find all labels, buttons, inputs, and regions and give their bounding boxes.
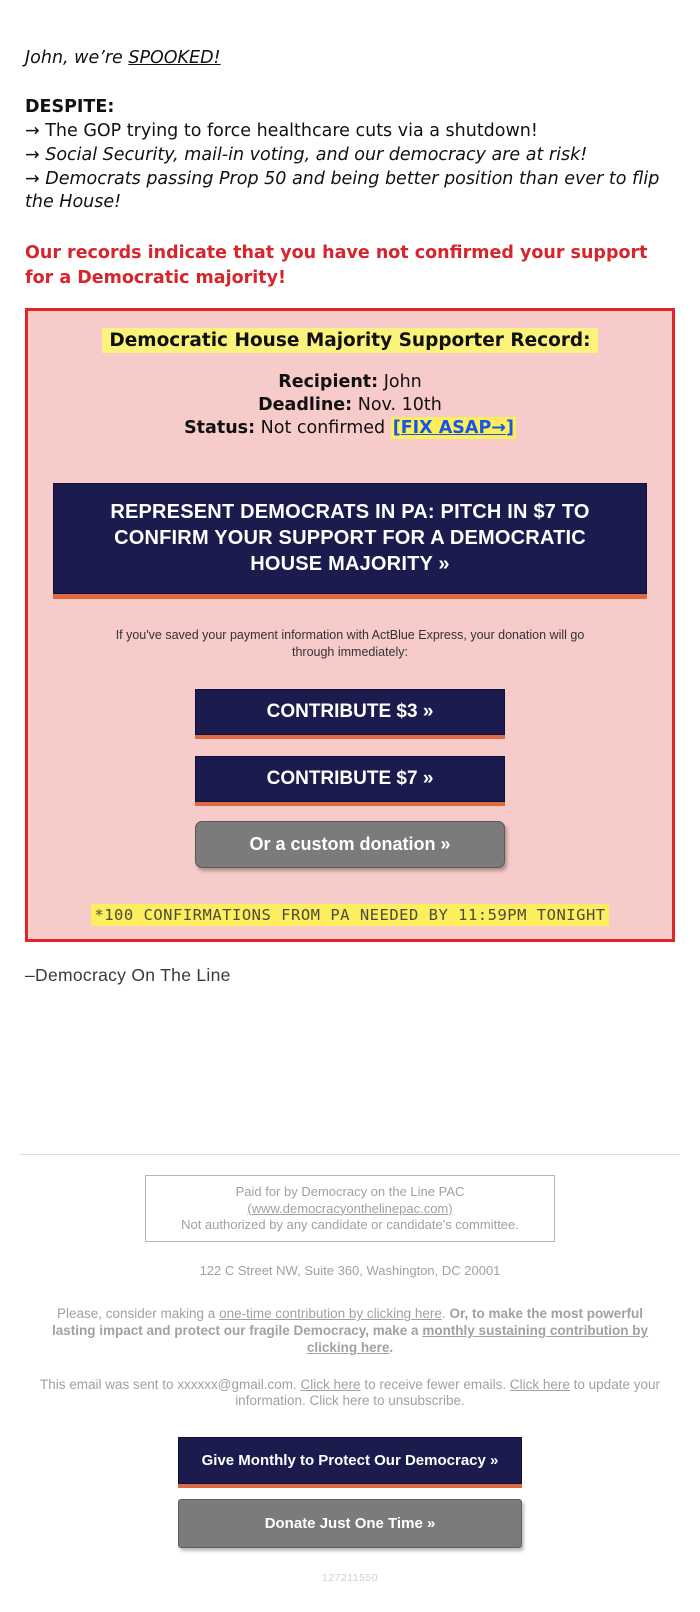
disclaimer-box: Paid for by Democracy on the Line PAC (w… <box>145 1175 555 1243</box>
footnote-row: *100 CONFIRMATIONS FROM PA NEEDED BY 11:… <box>53 904 647 927</box>
arrow-icon: → <box>25 121 40 141</box>
greeting-line: John, we’re SPOOKED! <box>25 48 675 68</box>
deadline-value: Nov. 10th <box>352 395 442 416</box>
recipient-value: John <box>378 371 422 392</box>
confirmations-footnote: *100 CONFIRMATIONS FROM PA NEEDED BY 11:… <box>91 904 609 927</box>
spacer <box>0 986 700 1154</box>
update-info-link[interactable]: Click here <box>509 1376 570 1392</box>
fix-asap-highlight: [FIX ASAP→] <box>390 417 516 440</box>
not-authorized-line: Not authorized by any candidate or candi… <box>181 1216 519 1232</box>
footer: Paid for by Democracy on the Line PAC (w… <box>0 1175 700 1584</box>
record-details: Recipient: John Deadline: Nov. 10th Stat… <box>53 371 647 441</box>
bullet-item-2: → Social Security, mail-in voting, and o… <box>25 144 675 168</box>
consider-mid: . <box>441 1306 450 1322</box>
one-time-contribution-link[interactable]: one-time contribution by clicking here <box>219 1306 442 1322</box>
recipient-row: Recipient: John <box>53 371 647 394</box>
contribution-appeal: Please, consider making a one-time contr… <box>38 1306 662 1357</box>
contribute-7-button[interactable]: CONTRIBUTE $7 » <box>195 756 505 803</box>
sent-mid2: to update your information. Click here t… <box>235 1376 660 1409</box>
donate-once-button[interactable]: Donate Just One Time » <box>178 1498 522 1548</box>
consider-suffix: . <box>389 1339 394 1355</box>
deadline-label: Deadline: <box>258 395 353 416</box>
pac-website-link[interactable]: (www.democracyonthelinepac.com) <box>247 1200 453 1216</box>
fix-asap-link[interactable]: FIX ASAP→ <box>400 418 506 439</box>
monthly-contribution-link[interactable]: monthly sustaining contribution by click… <box>306 1322 649 1355</box>
card-title-row: Democratic House Majority Supporter Reco… <box>53 327 647 353</box>
greeting-prefix: John, we’re <box>25 48 129 68</box>
bullet-item-1: → The GOP trying to force healthcare cut… <box>25 120 675 144</box>
status-label: Status: <box>184 418 256 439</box>
sent-mid1: to receive fewer emails. <box>360 1376 510 1392</box>
reference-number: 127211550 <box>321 1571 379 1584</box>
bullet-text-2: Social Security, mail-in voting, and our… <box>39 144 588 165</box>
supporter-record-card: Democratic House Majority Supporter Reco… <box>25 307 675 943</box>
mailing-address: 122 C Street NW, Suite 360, Washington, … <box>199 1263 501 1279</box>
paid-for-line: Paid for by Democracy on the Line PAC <box>235 1184 465 1200</box>
email-body: John, we’re SPOOKED! DESPITE: → The GOP … <box>25 48 675 986</box>
alert-message: Our records indicate that you have not c… <box>25 243 648 289</box>
status-row: Status: Not confirmed [FIX ASAP→] <box>53 417 647 440</box>
signature: –Democracy On The Line <box>25 965 231 986</box>
arrow-icon: → <box>25 144 40 165</box>
card-title: Democratic House Majority Supporter Reco… <box>102 327 598 353</box>
bullet-item-3: → Democrats passing Prop 50 and being be… <box>25 168 675 216</box>
footer-divider <box>20 1154 680 1156</box>
despite-heading: DESPITE: <box>25 97 115 117</box>
consider-prefix: Please, consider making a <box>56 1306 220 1322</box>
recipient-label: Recipient: <box>278 371 379 392</box>
bullet-text-1: The GOP trying to force healthcare cuts … <box>39 121 538 141</box>
give-monthly-button[interactable]: Give Monthly to Protect Our Democracy » <box>178 1436 522 1484</box>
greeting-emphasis: SPOOKED! <box>128 48 221 68</box>
main-cta-button[interactable]: REPRESENT DEMOCRATS IN PA: PITCH IN $7 T… <box>53 482 647 594</box>
email-preferences-text: This email was sent to xxxxxx@gmail.com.… <box>38 1377 662 1410</box>
arrow-icon: → <box>25 168 40 189</box>
actblue-express-note: If you've saved your payment information… <box>115 627 585 660</box>
contribute-3-button[interactable]: CONTRIBUTE $3 » <box>195 689 505 736</box>
status-value: Not confirmed <box>255 418 391 439</box>
consider-bold-text: Or, to make the most powerful lasting im… <box>51 1306 644 1338</box>
fix-close-bracket: ] <box>505 418 514 439</box>
fix-open-bracket: [ <box>392 418 401 439</box>
bullet-text-3: Democrats passing Prop 50 and being bett… <box>25 168 660 213</box>
custom-donation-button[interactable]: Or a custom donation » <box>195 821 505 869</box>
sent-prefix: This email was sent to xxxxxx@gmail.com. <box>40 1376 301 1392</box>
deadline-row: Deadline: Nov. 10th <box>53 394 647 417</box>
fewer-emails-link[interactable]: Click here <box>300 1376 361 1392</box>
